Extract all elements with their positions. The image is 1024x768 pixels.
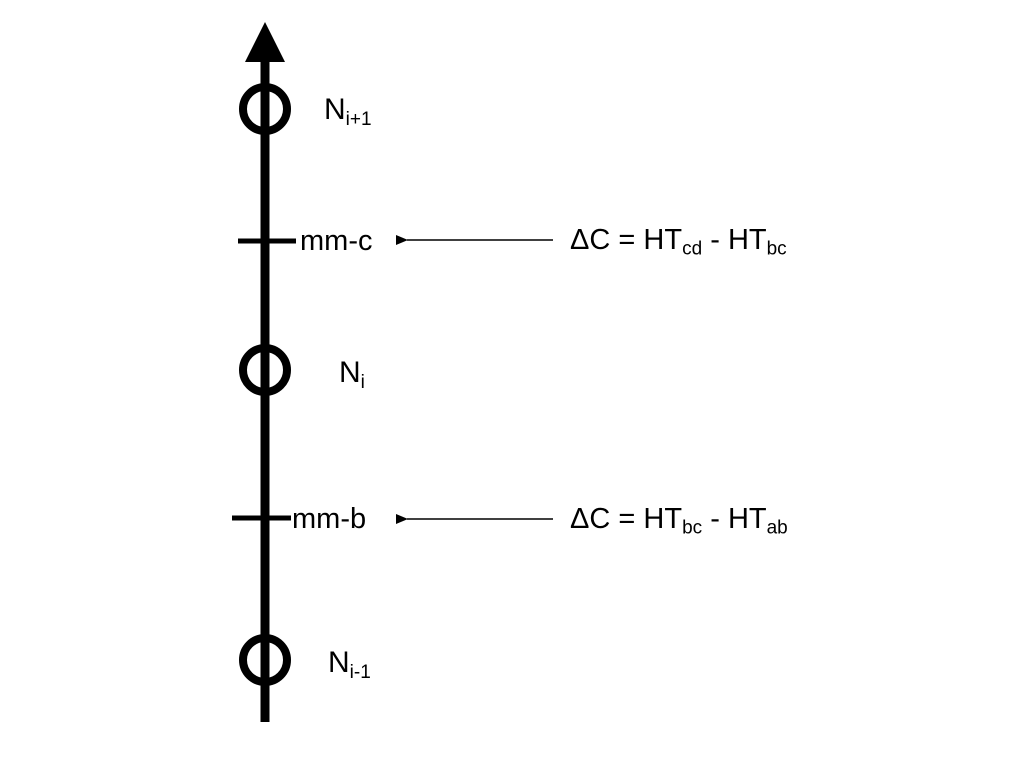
equation-b-term1-sub: bc bbox=[682, 517, 703, 539]
equation-b-term2-sub: ab bbox=[766, 517, 788, 539]
marker-label-b: mm-b bbox=[292, 503, 367, 535]
node-circle-upper bbox=[239, 83, 291, 135]
node-label-lower: Ni-1 bbox=[328, 646, 371, 683]
node-circle-lower bbox=[239, 634, 291, 686]
node-label-upper-base: N bbox=[324, 93, 346, 126]
axis-arrowhead-icon bbox=[245, 22, 285, 62]
node-label-middle-subscript: i bbox=[360, 372, 365, 394]
equation-c-op: - bbox=[710, 224, 720, 256]
equation-b-lhs: ΔC bbox=[570, 503, 611, 535]
equation-b-equals: = bbox=[618, 503, 636, 535]
node-circle-middle bbox=[239, 344, 291, 396]
equation-c-term2-sub: bc bbox=[766, 238, 787, 260]
node-label-upper: Ni+1 bbox=[324, 93, 372, 130]
node-label-upper-subscript: i+1 bbox=[345, 109, 372, 131]
node-label-middle: Ni bbox=[339, 356, 365, 393]
equation-c-term2-base: HT bbox=[727, 224, 767, 256]
equation-c-term1-base: HT bbox=[643, 224, 683, 256]
equation-c-term2: HTbc bbox=[727, 224, 787, 259]
equation-b-term2: HTab bbox=[727, 503, 788, 538]
equation-c-equals: = bbox=[618, 224, 636, 256]
node-label-middle-base: N bbox=[339, 356, 361, 389]
equation-c: ΔC = HTcd - HTbc bbox=[570, 224, 787, 259]
equation-b-term1-base: HT bbox=[643, 503, 683, 535]
equation-c-term1: HTcd bbox=[643, 224, 702, 259]
node-label-lower-subscript: i-1 bbox=[349, 662, 371, 684]
equation-c-lhs: ΔC bbox=[570, 224, 611, 256]
node-label-lower-base: N bbox=[328, 646, 350, 679]
equation-b-term1: HTbc bbox=[643, 503, 702, 538]
marker-label-c: mm-c bbox=[300, 225, 373, 257]
equation-b-op: - bbox=[710, 503, 720, 535]
equation-b: ΔC = HTbc - HTab bbox=[570, 503, 788, 538]
equation-b-term2-base: HT bbox=[727, 503, 767, 535]
equation-c-term1-sub: cd bbox=[682, 238, 703, 260]
